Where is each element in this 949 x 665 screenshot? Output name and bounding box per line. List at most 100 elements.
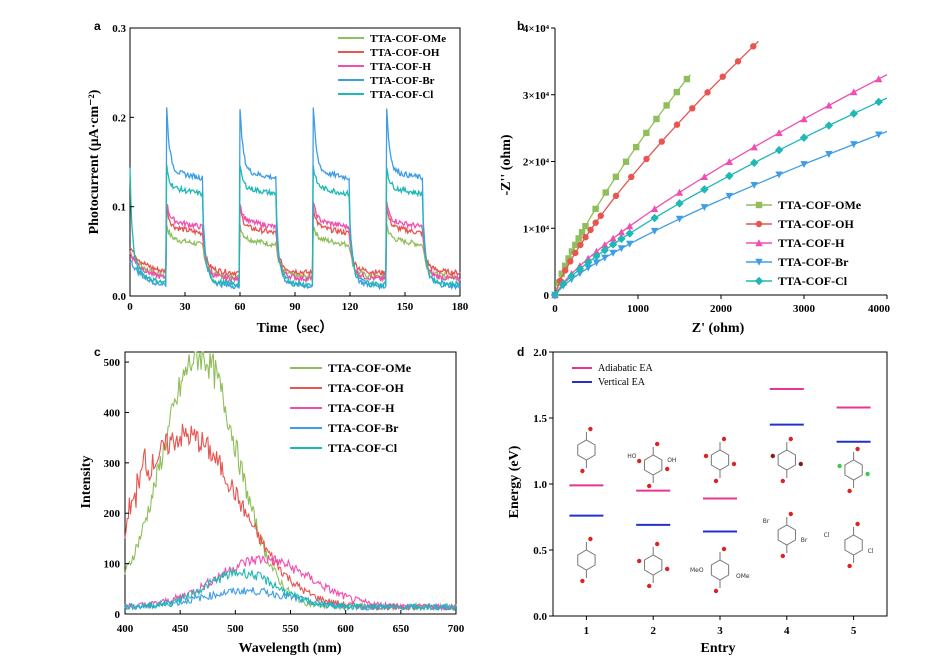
- marker-b: [725, 192, 733, 200]
- x-tick-label-d: 5: [851, 625, 857, 637]
- legend-label-a: TTA-COF-OH: [370, 47, 440, 59]
- marker-b: [825, 151, 833, 158]
- marker-b: [849, 109, 858, 118]
- marker-b: [601, 254, 609, 262]
- series-line-a-tta-cof-ome: [129, 224, 461, 282]
- x-tick-label-c: 700: [448, 623, 465, 635]
- marker-b: [658, 138, 665, 145]
- marker-b: [567, 258, 574, 265]
- series-line-b-tta-cof-oh: [554, 40, 759, 296]
- marker-b: [617, 228, 626, 236]
- substituent-atom: [731, 461, 737, 467]
- benzene-ring: [844, 459, 863, 481]
- molecule-structure: [770, 436, 803, 484]
- plot-frame-c: [124, 351, 457, 615]
- substituent-atom: [665, 466, 670, 472]
- marker-b: [750, 143, 758, 151]
- x-tick-label-a: 180: [452, 301, 469, 313]
- legend-label-b: TTA-COF-OMe: [778, 198, 862, 212]
- x-axis-label-d: Entry: [701, 641, 736, 656]
- structure-atom-label: Br: [801, 537, 808, 544]
- marker-b: [725, 158, 733, 165]
- x-tick-label-a: 60: [235, 301, 247, 313]
- marker-b: [587, 226, 594, 234]
- marker-b: [799, 133, 809, 142]
- marker-b: [725, 171, 734, 181]
- x-tick-label-b: 4000: [868, 303, 891, 315]
- marker-b: [602, 189, 609, 196]
- benzene-ring: [710, 559, 730, 581]
- marker-b: [622, 158, 630, 165]
- x-tick-label-a: 120: [342, 301, 359, 313]
- benzene-ring: [577, 439, 596, 461]
- y-tick-label-c: 100: [104, 559, 121, 571]
- y-tick-label-c: 200: [104, 508, 121, 520]
- y-tick-label-a: 0.1: [112, 202, 126, 214]
- marker-b: [734, 58, 742, 65]
- x-tick-label-c: 600: [337, 623, 354, 635]
- marker-b: [683, 75, 691, 83]
- benzene-ring: [577, 549, 596, 571]
- marker-b: [675, 199, 684, 208]
- marker-b: [800, 161, 808, 169]
- marker-b: [850, 88, 858, 96]
- marker-b: [592, 219, 599, 226]
- marker-b: [653, 115, 660, 123]
- marker-b: [775, 129, 783, 137]
- x-tick-label-a: 90: [290, 301, 302, 313]
- structure-atom-label: HO: [627, 453, 637, 460]
- y-tick-label-b: 3×10⁴: [523, 90, 550, 102]
- marker-b: [755, 258, 763, 266]
- oxygen-atom: [647, 483, 652, 489]
- structure-atom-label: MeO: [690, 567, 704, 574]
- marker-b: [617, 234, 626, 244]
- x-tick-label-d: 3: [717, 625, 723, 637]
- panel-b-nyquist: 0 1000 2000 3000 4000 0 1×10⁴ 2×10⁴ 3×10⁴ 4×10⁴ Z…: [499, 23, 891, 336]
- oxygen-atom: [721, 436, 727, 442]
- marker-b: [572, 249, 579, 257]
- substituent-atom: [703, 453, 709, 459]
- marker-b: [755, 220, 763, 228]
- marker-b: [774, 145, 784, 155]
- marker-b: [559, 279, 568, 289]
- y-tick-label-c: 0: [115, 609, 121, 621]
- legend-label-c: TTA-COF-Br: [328, 421, 399, 435]
- marker-b: [700, 185, 709, 194]
- structure-atom-label: Cl: [868, 548, 874, 555]
- marker-b: [875, 131, 883, 139]
- y-tick-label-b: 2×10⁴: [523, 157, 550, 169]
- marker-b: [600, 245, 609, 255]
- legend-label-d: Adiabatic EA: [598, 363, 653, 374]
- legend-label-c: TTA-COF-H: [328, 401, 395, 415]
- marker-b: [643, 155, 650, 163]
- marker-b: [584, 264, 592, 272]
- marker-b: [612, 192, 620, 200]
- structure-atom-label: Br: [763, 518, 770, 525]
- marker-b: [577, 241, 584, 249]
- marker-b: [719, 73, 726, 80]
- marker-b: [572, 241, 579, 249]
- substituent-atom: [637, 458, 642, 464]
- series-line-a-tta-cof-cl: [129, 164, 461, 289]
- marker-b: [565, 255, 572, 262]
- marker-b: [584, 258, 593, 267]
- benzene-ring: [710, 449, 730, 471]
- marker-b: [875, 75, 883, 83]
- substituent-atom: [798, 461, 803, 467]
- legend-label-c: TTA-COF-OMe: [328, 361, 412, 375]
- panel-d-electron-affinity: 1 2 3 4 50.00.51.01.52.0 HOOHMeOOMeBrBrClCl …: [507, 347, 888, 656]
- marker-b: [601, 241, 609, 249]
- plot-frame-d: [552, 351, 888, 617]
- marker-b: [625, 229, 634, 238]
- marker-b: [754, 276, 764, 286]
- oxygen-atom: [580, 578, 585, 584]
- y-axis-label-a: Photocurrent (μA·cm⁻²): [87, 89, 102, 234]
- marker-b: [592, 247, 601, 255]
- oxygen-atom: [855, 521, 860, 527]
- marker-b: [626, 222, 634, 230]
- oxygen-atom: [847, 488, 852, 494]
- series-line-a-tta-cof-h: [129, 201, 461, 284]
- benzene-ring: [644, 554, 663, 576]
- oxygen-atom: [655, 541, 660, 547]
